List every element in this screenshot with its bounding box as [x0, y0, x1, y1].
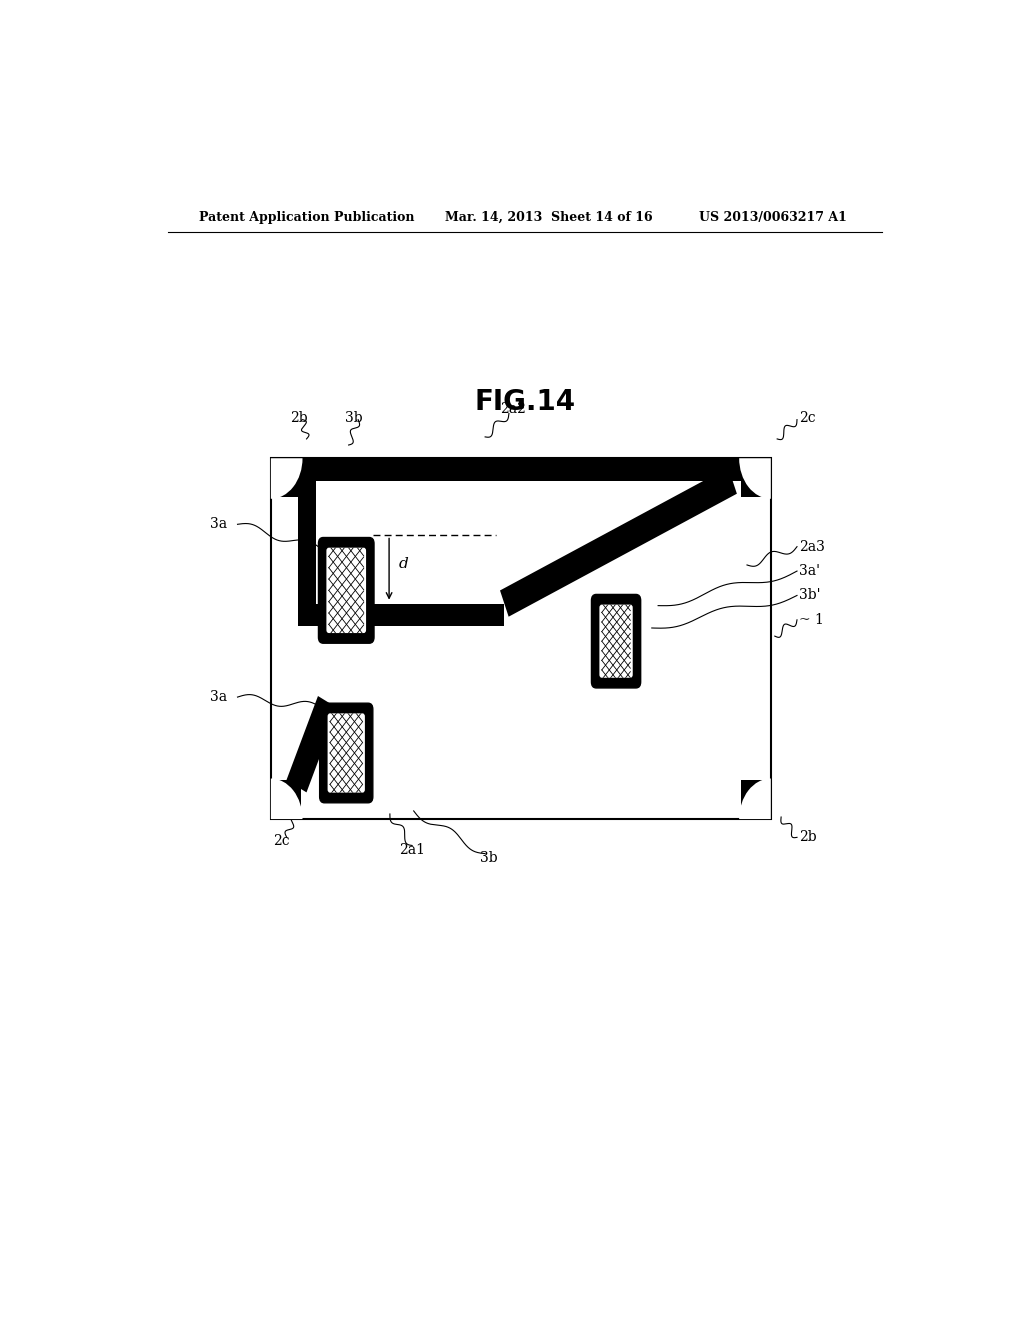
Wedge shape: [739, 779, 771, 818]
Bar: [740, 780, 771, 818]
Wedge shape: [739, 458, 771, 499]
Bar: [740, 458, 771, 496]
Bar: [298, 480, 316, 626]
Polygon shape: [500, 467, 737, 616]
Text: 3a: 3a: [210, 517, 227, 532]
Text: 2c: 2c: [799, 411, 815, 425]
Text: 3a': 3a': [799, 564, 819, 578]
Text: US 2013/0063217 A1: US 2013/0063217 A1: [699, 211, 847, 224]
FancyBboxPatch shape: [319, 704, 373, 803]
Text: d: d: [398, 557, 409, 572]
Text: 2b: 2b: [290, 411, 307, 425]
Text: 3b: 3b: [480, 850, 498, 865]
Wedge shape: [270, 458, 302, 499]
Bar: [270, 458, 771, 818]
Text: 3b: 3b: [345, 411, 362, 425]
Text: Mar. 14, 2013  Sheet 14 of 16: Mar. 14, 2013 Sheet 14 of 16: [445, 211, 653, 224]
Text: 2a3: 2a3: [799, 540, 824, 553]
Text: 2b: 2b: [799, 830, 816, 845]
Polygon shape: [287, 696, 338, 792]
FancyBboxPatch shape: [327, 548, 367, 634]
FancyBboxPatch shape: [318, 537, 374, 643]
FancyBboxPatch shape: [328, 713, 365, 792]
FancyBboxPatch shape: [592, 594, 641, 688]
Text: 3a: 3a: [210, 690, 227, 704]
Bar: [298, 458, 743, 480]
Wedge shape: [270, 779, 302, 818]
Bar: [270, 458, 301, 496]
Bar: [270, 780, 301, 818]
Text: ~ 1: ~ 1: [799, 612, 823, 627]
Text: FIG.14: FIG.14: [474, 388, 575, 416]
Text: 2c: 2c: [272, 834, 290, 849]
FancyBboxPatch shape: [599, 605, 633, 677]
Text: 2a2: 2a2: [500, 403, 526, 416]
Text: 3b': 3b': [799, 589, 820, 602]
Text: 2a1: 2a1: [399, 842, 425, 857]
Text: Patent Application Publication: Patent Application Publication: [200, 211, 415, 224]
Bar: [298, 603, 505, 626]
